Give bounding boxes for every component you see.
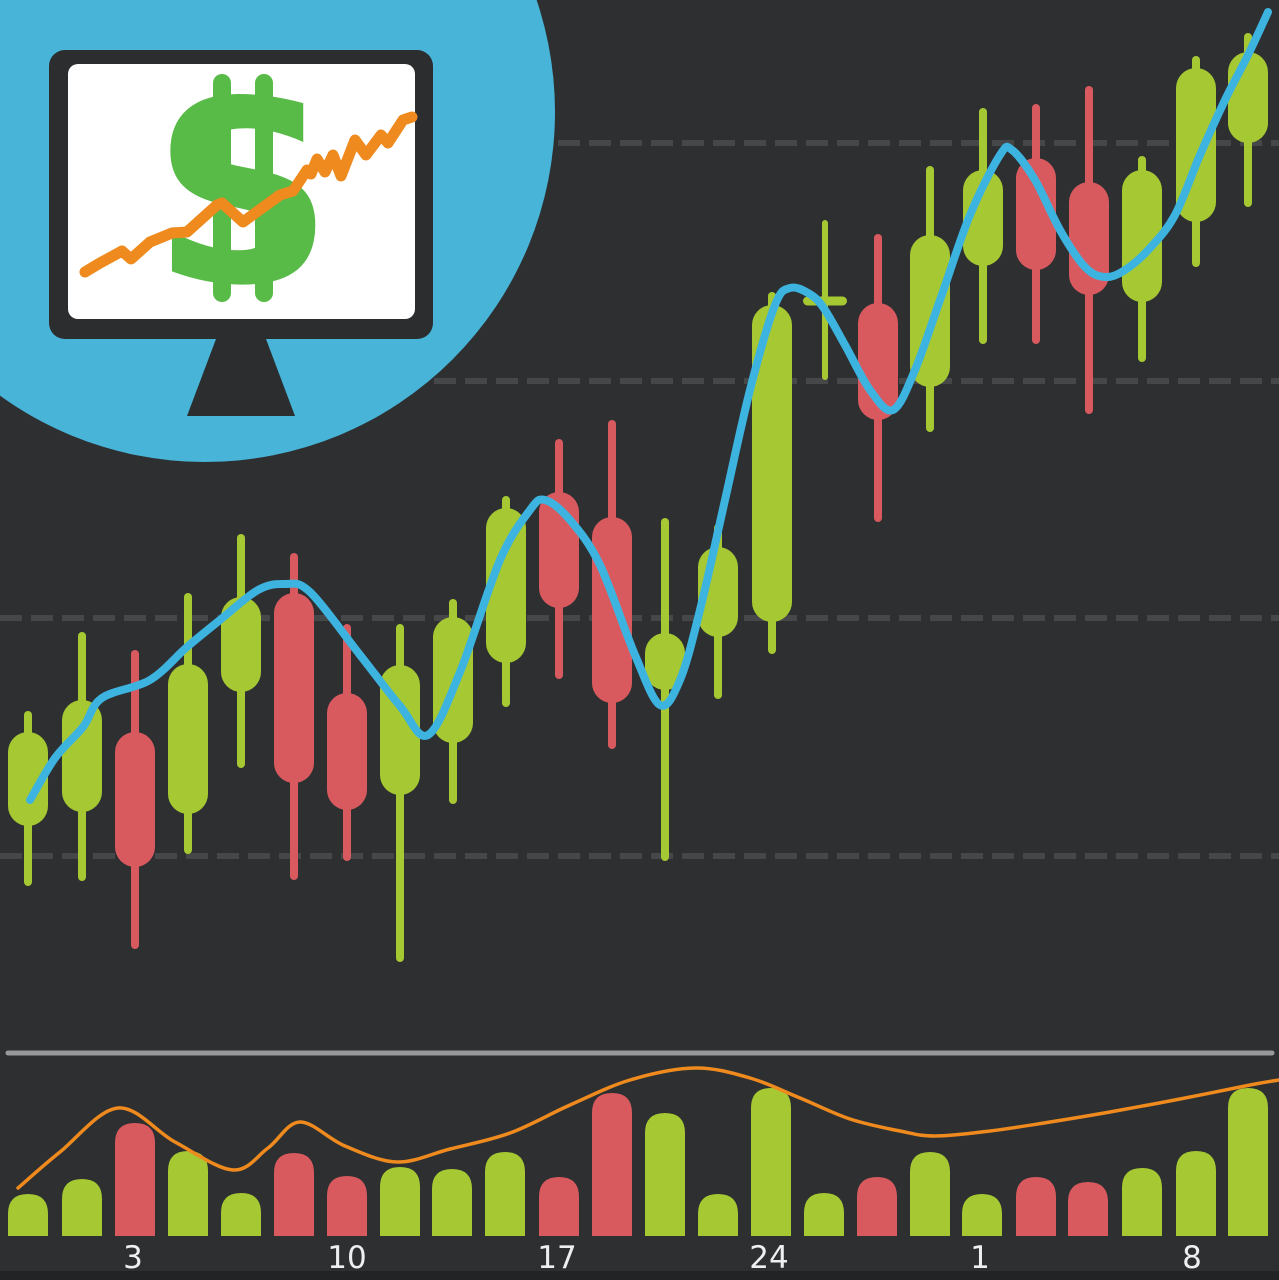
volume-bar-8 [380,1167,420,1236]
volume-bar-7 [327,1176,367,1236]
volume-bar-19 [962,1194,1002,1236]
screen-trend-line-icon [79,111,418,278]
volume-bar-2 [62,1179,102,1236]
gridlines [0,140,1279,859]
dollar-sign-strokes [213,74,273,302]
volume-bar-14 [698,1194,738,1236]
monitor-dollar-chart-badge: S [0,0,555,462]
volume-bar-23 [1176,1151,1216,1236]
volume-bar-9 [432,1169,472,1236]
volume-bar-11 [539,1177,579,1236]
candle-body-1 [8,732,48,826]
candle-body-2 [62,700,102,812]
bottom-strip [0,1271,1279,1280]
candle-body-3 [115,732,155,867]
candle-body-12 [592,517,632,703]
candle-body-20 [1016,158,1056,270]
volume-bar-21 [1068,1182,1108,1236]
candle-body-19 [963,170,1003,266]
candle-body-10 [486,508,526,663]
candle-body-13 [645,633,685,690]
x-tick-label: 10 [327,1240,366,1276]
volume-bar-16 [804,1193,844,1236]
volume-bar-20 [1016,1177,1056,1236]
volume-bars [8,1088,1268,1236]
volume-bar-22 [1122,1168,1162,1236]
candle-body-7 [327,693,367,810]
volume-bar-5 [221,1193,261,1236]
candle-body-24 [1228,52,1268,143]
candle-body-21 [1069,182,1109,295]
volume-bar-4 [168,1151,208,1236]
volume-ma-line [16,1066,1279,1190]
candle-bodies [8,52,1268,867]
volume-bar-13 [645,1113,685,1236]
x-axis-labels: 3 10 17 24 1 8 [123,1240,1202,1276]
volume-bar-3 [115,1123,155,1236]
volume-bar-18 [910,1152,950,1236]
volume-bar-24 [1228,1088,1268,1236]
volume-bar-1 [8,1194,48,1236]
monitor-screen [68,64,415,319]
volume-bar-12 [592,1093,632,1236]
volume-bar-10 [485,1152,525,1236]
candle-body-15 [752,305,792,622]
volume-bar-15 [751,1088,791,1236]
dollar-stroke-bar [213,74,231,302]
x-tick-label: 24 [749,1240,788,1276]
dollar-sign-icon: S [152,48,334,341]
volume-bar-6 [274,1153,314,1236]
x-tick-label: 1 [970,1240,990,1276]
monitor-stand [187,339,295,416]
moving-average-line [26,8,1272,804]
candle-body-5 [221,597,261,692]
dollar-stroke-bar [255,74,273,302]
x-tick-label: 3 [123,1240,143,1276]
x-tick-label: 8 [1182,1240,1202,1276]
candle-body-6 [274,593,314,783]
volume-bar-17 [857,1177,897,1236]
candle-body-4 [168,664,208,814]
x-tick-label: 17 [537,1240,576,1276]
